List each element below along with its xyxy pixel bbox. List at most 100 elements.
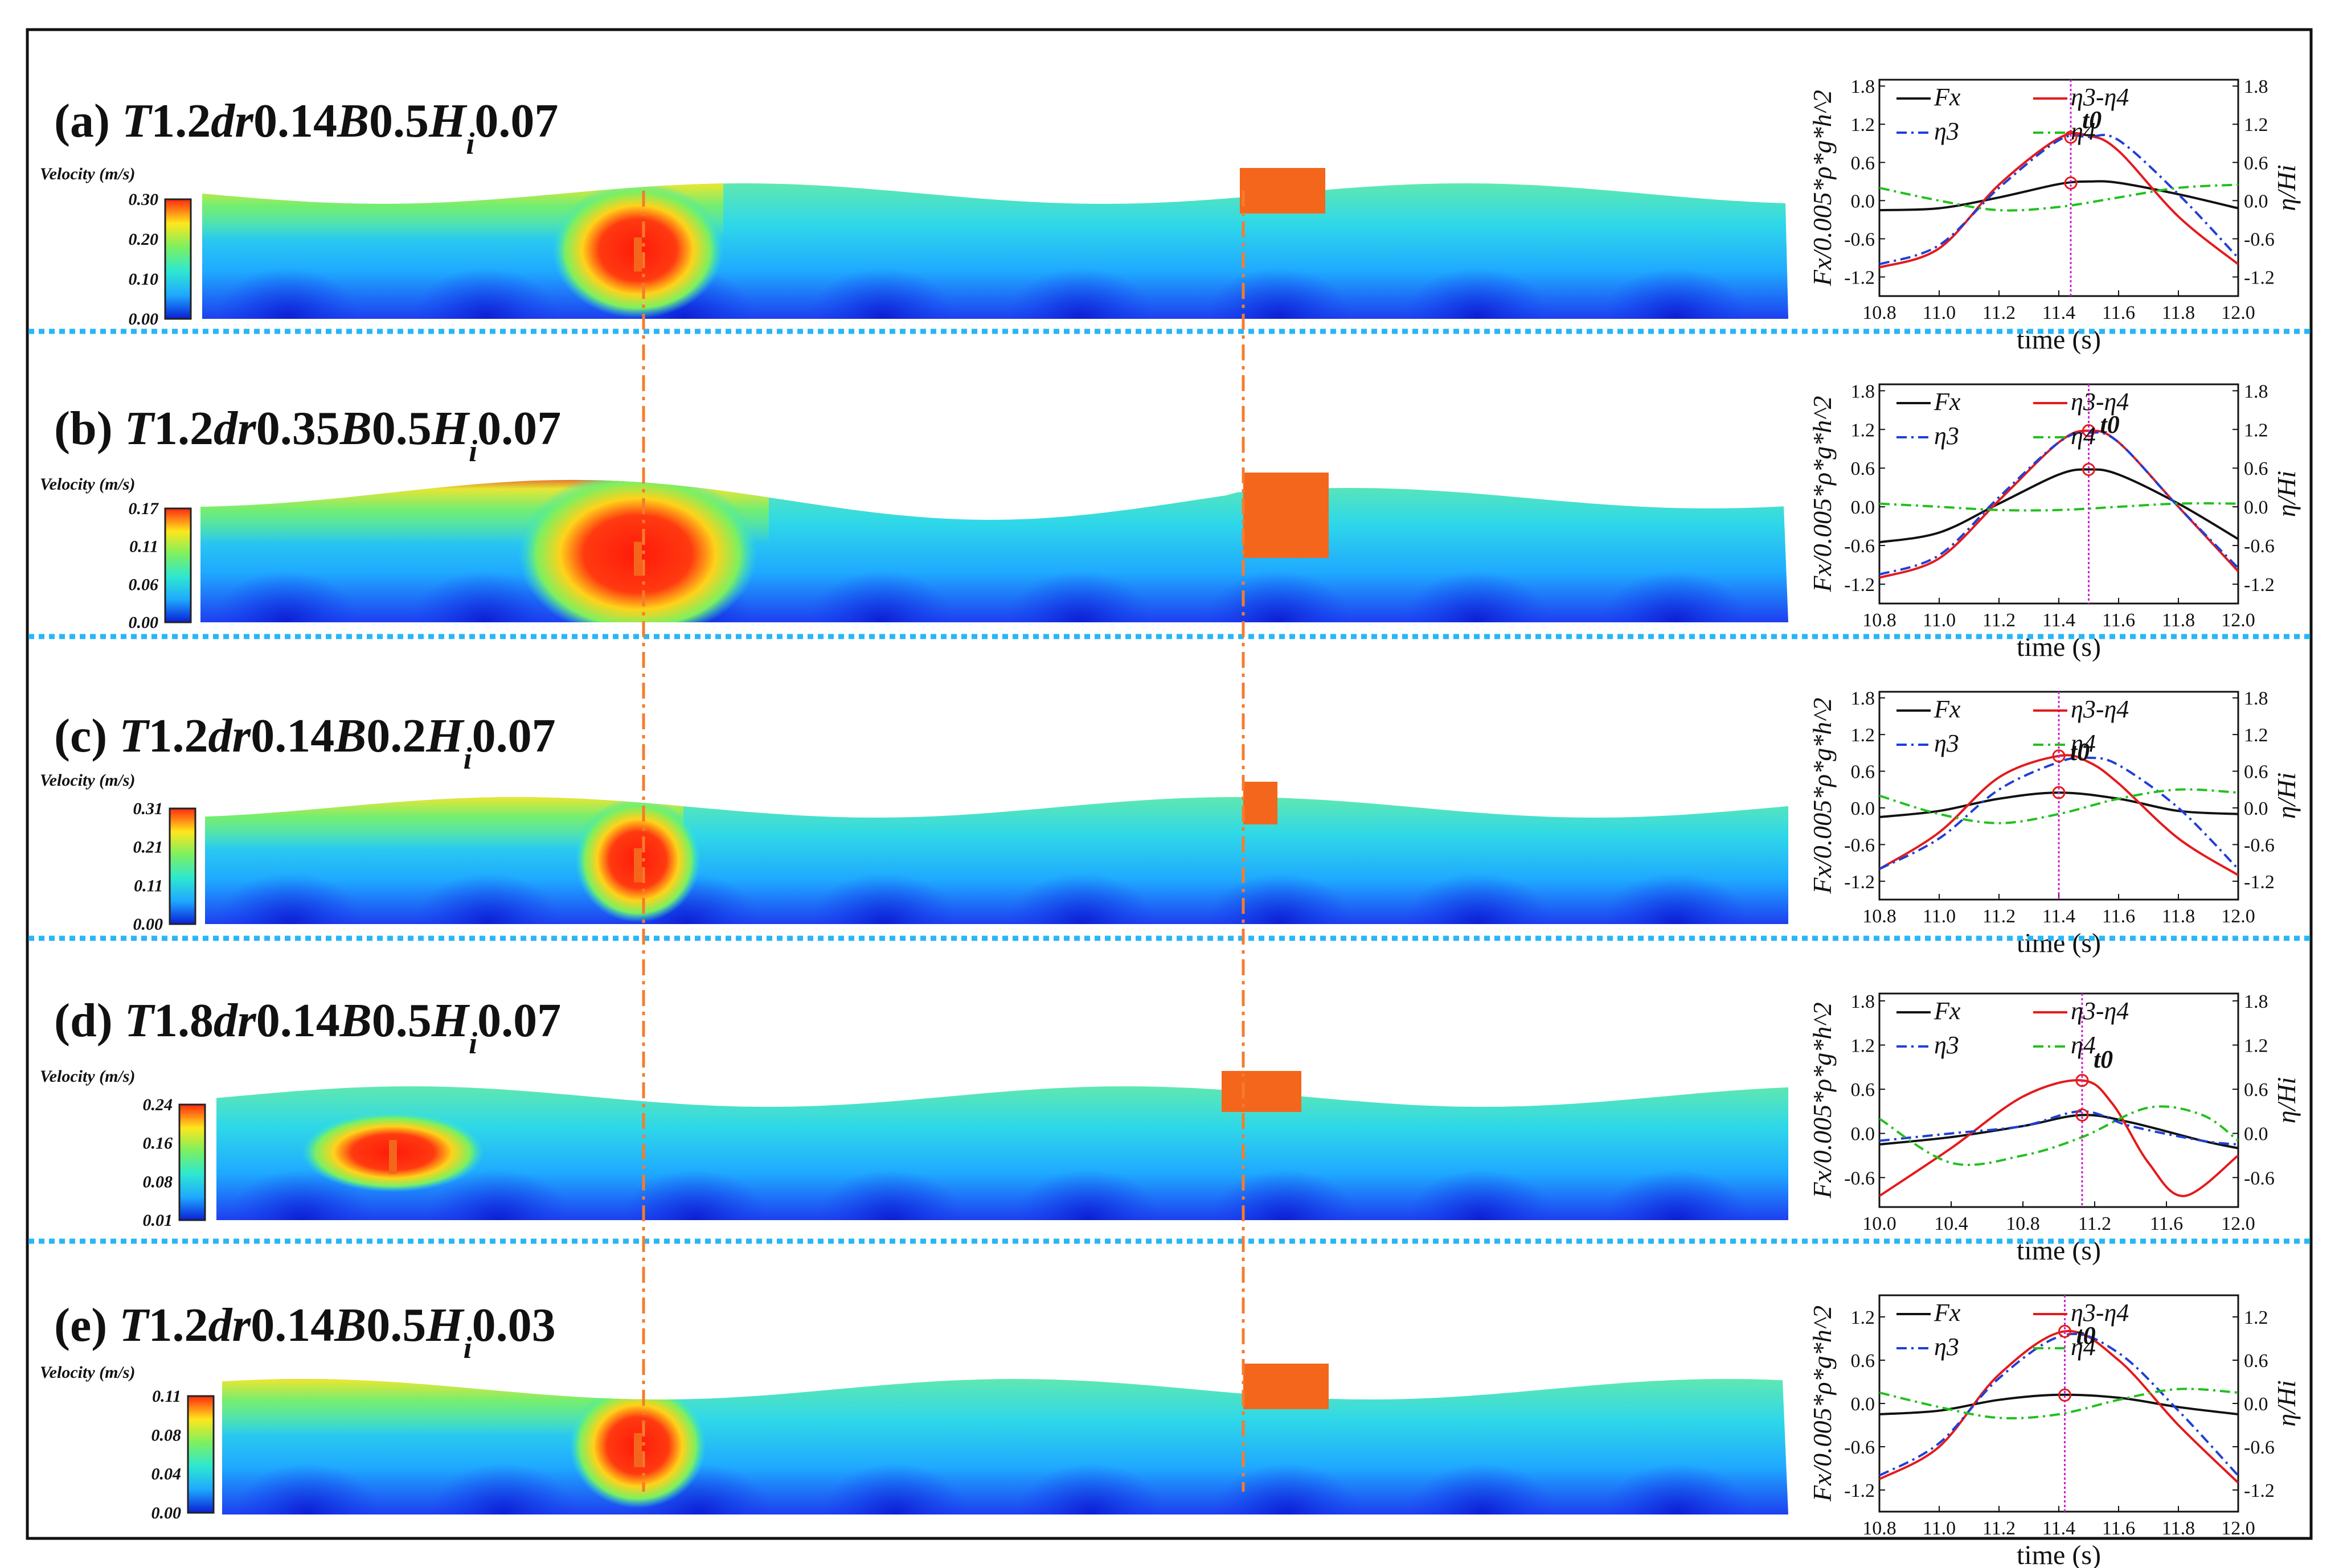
low-velocity-region [410, 571, 559, 622]
y-tick-label-left: -0.6 [1844, 229, 1875, 250]
series-line-η3 [1879, 1332, 2238, 1477]
panel-title-part: i [464, 741, 472, 775]
panel-label: (c) [54, 709, 119, 762]
panel-title-part: H [431, 402, 470, 455]
legend-entry: η3-η4 [2071, 388, 2129, 416]
low-velocity-region [1006, 268, 1155, 319]
x-tick-label: 11.6 [2150, 1213, 2183, 1234]
y-tick-label-left: 1.8 [1851, 76, 1875, 97]
time-series-chart: 10.8 11.0 11.2 11.4 11.6 11.8 12.0 1.2 0.6 0.0 -0.… [1808, 1294, 2301, 1568]
series-line-η4 [1879, 183, 2238, 212]
x-tick-label: 10.8 [2006, 1213, 2040, 1234]
time-series-chart: 10.8 11.0 11.2 11.4 11.6 11.8 12.0 1.8 1.2 0.6 0.0… [1808, 381, 2301, 662]
y-tick-label-right: -0.6 [2244, 835, 2275, 856]
x-tick-label: 11.0 [1923, 1518, 1956, 1539]
x-tick-label: 11.2 [1982, 610, 2016, 631]
colorbar [164, 198, 192, 320]
legend: Fx η3-η4 η3 η4 [1896, 997, 2129, 1059]
y-tick-label-right: 1.2 [2244, 1036, 2268, 1057]
legend-entry: Fx [1934, 695, 1961, 723]
low-velocity-region [808, 268, 957, 319]
y-axis-label-left: Fx/0.005*ρ*g*h^2 [1808, 697, 1837, 894]
legend: Fx η3-η4 η3 η4 [1896, 388, 2129, 450]
y-tick-label-right: 1.2 [2244, 114, 2268, 136]
series-line-η3 [1879, 431, 2238, 576]
y-axis-label-right: η/Hi [2272, 1077, 2301, 1124]
x-tick-label: 11.0 [1923, 610, 1956, 631]
y-axis-label-right: η/Hi [2272, 1380, 2301, 1427]
y-tick-label-right: 0.6 [2244, 458, 2268, 479]
x-tick-label: 10.8 [1862, 906, 1896, 927]
panel-title-part: T [119, 1299, 150, 1352]
low-velocity-region [1204, 571, 1353, 622]
panel-title-part: H [431, 994, 470, 1047]
velocity-label: Velocity (m/s) [40, 165, 135, 183]
y-tick-label-right: 0.6 [2244, 1079, 2268, 1101]
y-tick-label-right: -1.2 [2244, 267, 2275, 288]
y-tick-label-right: -0.6 [2244, 1168, 2275, 1189]
panel-title-part: T [125, 994, 156, 1047]
y-tick-label-right: 0.0 [2244, 497, 2268, 518]
y-axis-label-right: η/Hi [2272, 165, 2301, 211]
legend-entry: η3-η4 [2071, 695, 2129, 723]
floating-block [1240, 168, 1325, 214]
floating-block [1243, 782, 1277, 824]
y-axis-label-left: Fx/0.005*ρ*g*h^2 [1808, 1002, 1837, 1198]
y-tick-label-right: 1.2 [2244, 725, 2268, 746]
legend-entry: η4 [2071, 1333, 2096, 1361]
low-velocity-region [228, 1169, 376, 1220]
y-tick-label-left: 1.8 [1851, 381, 1875, 402]
low-velocity-region [234, 1463, 382, 1514]
oscillating-device [634, 848, 642, 882]
colorbar-tick-label: 0.16 [143, 1134, 173, 1153]
x-tick-label: 11.4 [2042, 906, 2075, 927]
t0-point-marker [2052, 786, 2066, 799]
x-tick-label: 11.8 [2162, 906, 2195, 927]
panel-title-part: T [122, 95, 153, 147]
legend-entry: η3-η4 [2071, 1299, 2129, 1327]
panel-title-part: 0.5 [366, 1299, 426, 1352]
y-axis-label-left: Fx/0.005*ρ*g*h^2 [1808, 1306, 1837, 1502]
series-line-η3-η4 [1879, 1329, 2238, 1484]
water-domain [216, 1086, 1788, 1220]
panel-title-part: 0.07 [477, 994, 561, 1047]
series-lines [1879, 429, 2238, 579]
low-velocity-region [1403, 571, 1551, 622]
x-tick-label: 11.0 [1923, 906, 1956, 927]
colorbar-tick-label: 0.00 [133, 915, 163, 934]
series-line-Fx [1879, 468, 2238, 544]
panel-label: (d) [54, 994, 125, 1047]
panel-title-part: dr [214, 402, 257, 455]
colorbar-tick-label: 0.00 [129, 613, 159, 632]
t0-label: t0 [2100, 411, 2120, 438]
x-tick-label: 12.0 [2221, 906, 2255, 927]
y-tick-label-left: 1.2 [1851, 420, 1875, 441]
panel-title-part: 1.2 [151, 95, 211, 147]
legend-entry: η4 [2071, 422, 2096, 450]
low-velocity-region [1604, 1463, 1752, 1514]
colorbar-tick-label: 0.20 [129, 230, 159, 249]
low-velocity-region [1601, 268, 1750, 319]
floating-block [1222, 1071, 1301, 1112]
velocity-field [202, 168, 1788, 319]
series-line-η4 [1879, 502, 2238, 512]
chart-frame [1878, 992, 2239, 1208]
x-tick-label: 10.8 [1862, 610, 1896, 631]
panel-title-part: 0.07 [474, 95, 558, 147]
panel-title-part: B [334, 1299, 366, 1352]
y-tick-label-left: 0.6 [1851, 153, 1875, 174]
t0-point-marker [2064, 130, 2078, 144]
legend-entry: η3-η4 [2071, 997, 2129, 1025]
legend-entry: η3 [1934, 422, 1959, 450]
y-tick-label-right: -1.2 [2244, 574, 2275, 596]
x-tick-label: 11.0 [1923, 302, 1956, 323]
x-tick-label: 10.4 [1934, 1213, 1968, 1234]
x-tick-label: 12.0 [2221, 1213, 2255, 1234]
x-tick-label: 11.6 [2102, 302, 2135, 323]
panel-title-part: i [466, 126, 474, 161]
colorbar-tick-label: 0.04 [151, 1465, 182, 1484]
